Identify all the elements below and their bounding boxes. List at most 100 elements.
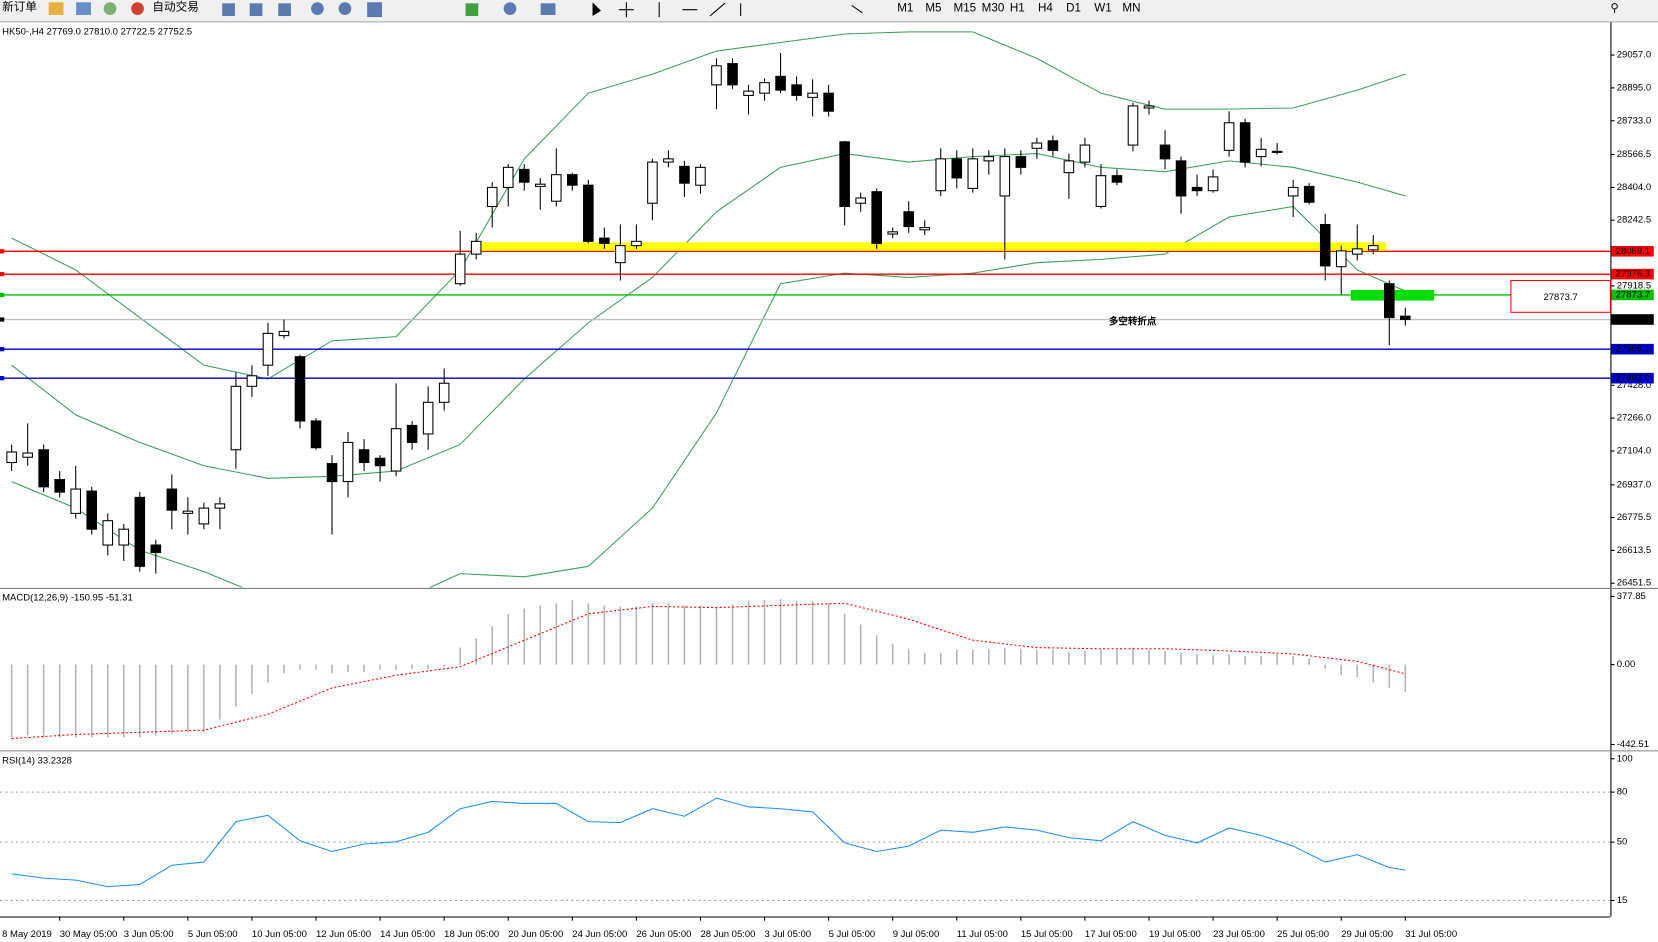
candle-body bbox=[454, 253, 466, 285]
icon[interactable] bbox=[540, 3, 556, 15]
price-plot bbox=[0, 31, 1611, 588]
x-tick-label: 10 Jun 05:00 bbox=[252, 929, 307, 940]
timeframe-button[interactable]: M1 bbox=[897, 2, 913, 15]
x-tick-label: 12 Jun 05:00 bbox=[316, 929, 371, 940]
candle-body bbox=[839, 141, 850, 208]
icon[interactable] bbox=[131, 2, 144, 15]
timeframes: M1 M5 M15 M30 H1 H4 D1 W1 MN bbox=[897, 2, 1140, 15]
icon[interactable] bbox=[222, 3, 235, 17]
candle-body bbox=[166, 488, 178, 511]
candle-body bbox=[486, 186, 498, 208]
candle-body bbox=[631, 240, 642, 247]
candle-body bbox=[54, 479, 65, 493]
search-icon[interactable]: ⚲ bbox=[1610, 2, 1619, 15]
y-tick-label: 26451.5 bbox=[1617, 578, 1651, 589]
candle-body bbox=[342, 441, 354, 483]
price-tag-label: 27976.3 bbox=[1616, 269, 1650, 280]
candle-body bbox=[679, 165, 690, 184]
candle-body bbox=[807, 92, 818, 98]
timeframe-button[interactable]: M5 bbox=[925, 2, 941, 15]
candle-body bbox=[534, 183, 546, 187]
candle-body bbox=[1223, 122, 1235, 151]
candle-body bbox=[951, 158, 963, 179]
icon[interactable] bbox=[249, 3, 263, 17]
timeframe-button[interactable]: D1 bbox=[1066, 2, 1081, 15]
icon[interactable] bbox=[592, 2, 601, 17]
candle-body bbox=[999, 156, 1011, 197]
x-tick-label: 14 Jun 05:00 bbox=[380, 929, 435, 940]
icon[interactable] bbox=[76, 2, 91, 15]
candle-body bbox=[502, 166, 514, 188]
y-tick-label: 80 bbox=[1617, 787, 1628, 798]
icon[interactable] bbox=[48, 2, 64, 15]
candle-body bbox=[38, 449, 49, 488]
candle-body bbox=[262, 332, 274, 366]
auto-trade-button[interactable]: 自动交易 bbox=[152, 0, 199, 14]
y-tick-label: 29057.0 bbox=[1617, 50, 1651, 61]
y-tick-label: 28733.0 bbox=[1617, 115, 1651, 126]
candle-body bbox=[1175, 160, 1187, 197]
candle-body bbox=[1111, 175, 1123, 183]
new-order-button[interactable]: 新订单 bbox=[2, 0, 37, 14]
icon[interactable] bbox=[278, 3, 291, 17]
timeframe-button[interactable]: H1 bbox=[1010, 2, 1025, 15]
candle-body bbox=[823, 92, 834, 112]
candle-body bbox=[182, 510, 194, 514]
candle-body bbox=[1367, 245, 1379, 251]
icon[interactable] bbox=[338, 2, 352, 15]
candle-body bbox=[759, 82, 770, 94]
x-tick-label: 17 Jul 05:00 bbox=[1085, 929, 1137, 940]
x-tick-label: 23 Jul 05:00 bbox=[1213, 929, 1265, 940]
candle-body bbox=[551, 174, 562, 202]
x-tick-label: 29 Jul 05:00 bbox=[1341, 929, 1393, 940]
x-tick-label: 31 Jul 05:00 bbox=[1405, 929, 1457, 940]
x-tick-label: 18 Jun 05:00 bbox=[444, 929, 499, 940]
icon[interactable] bbox=[618, 2, 634, 18]
candle-body bbox=[583, 184, 594, 242]
candle-body bbox=[134, 496, 146, 567]
candle-body bbox=[1031, 142, 1043, 149]
x-tick-label: 5 Jul 05:00 bbox=[829, 929, 876, 940]
y-tick-label: 377.85 bbox=[1617, 591, 1646, 602]
candle-body bbox=[1384, 283, 1395, 319]
candle-body bbox=[1015, 156, 1027, 168]
candle-body bbox=[1207, 176, 1219, 192]
candle-body bbox=[198, 507, 210, 525]
candle-body bbox=[967, 158, 979, 189]
icon[interactable] bbox=[367, 2, 382, 18]
x-tick-label: 20 Jun 05:00 bbox=[508, 929, 563, 940]
candle-body bbox=[390, 428, 402, 472]
y-tick-label: 100 bbox=[1617, 753, 1633, 764]
candle-body bbox=[935, 158, 947, 192]
price-tag bbox=[1611, 245, 1654, 257]
timeframe-button[interactable]: M30 bbox=[982, 2, 1005, 15]
candle-body bbox=[1400, 315, 1411, 321]
icon[interactable] bbox=[465, 3, 479, 17]
candle-body bbox=[374, 457, 386, 467]
icon[interactable] bbox=[503, 2, 517, 15]
candle-body bbox=[70, 488, 82, 514]
icon[interactable] bbox=[103, 2, 117, 15]
candle-body bbox=[919, 227, 931, 231]
price-tag bbox=[1611, 343, 1654, 355]
timeframe-button[interactable]: M15 bbox=[954, 2, 977, 15]
price-tag-label: 28089.1 bbox=[1616, 246, 1650, 257]
timeframe-button[interactable]: W1 bbox=[1094, 2, 1111, 15]
candle-body bbox=[1095, 175, 1107, 208]
candle-body bbox=[727, 63, 738, 86]
candle-body bbox=[1047, 140, 1059, 151]
icon[interactable] bbox=[851, 5, 863, 14]
timeframe-button[interactable]: MN bbox=[1122, 2, 1140, 15]
candle-body bbox=[903, 211, 915, 228]
x-tick-label: 8 May 2019 bbox=[2, 929, 52, 940]
timeframe-button[interactable]: H4 bbox=[1038, 2, 1053, 15]
bollinger-upper bbox=[11, 31, 1406, 380]
candle-body bbox=[1319, 223, 1331, 267]
candle-body bbox=[118, 528, 130, 546]
chart-frame bbox=[0, 22, 1658, 941]
icon[interactable] bbox=[311, 2, 324, 15]
candle-body bbox=[422, 401, 434, 435]
rsi-title: RSI(14) 33.2328 bbox=[2, 755, 72, 766]
candle-body bbox=[518, 168, 530, 183]
icon[interactable] bbox=[658, 2, 742, 18]
